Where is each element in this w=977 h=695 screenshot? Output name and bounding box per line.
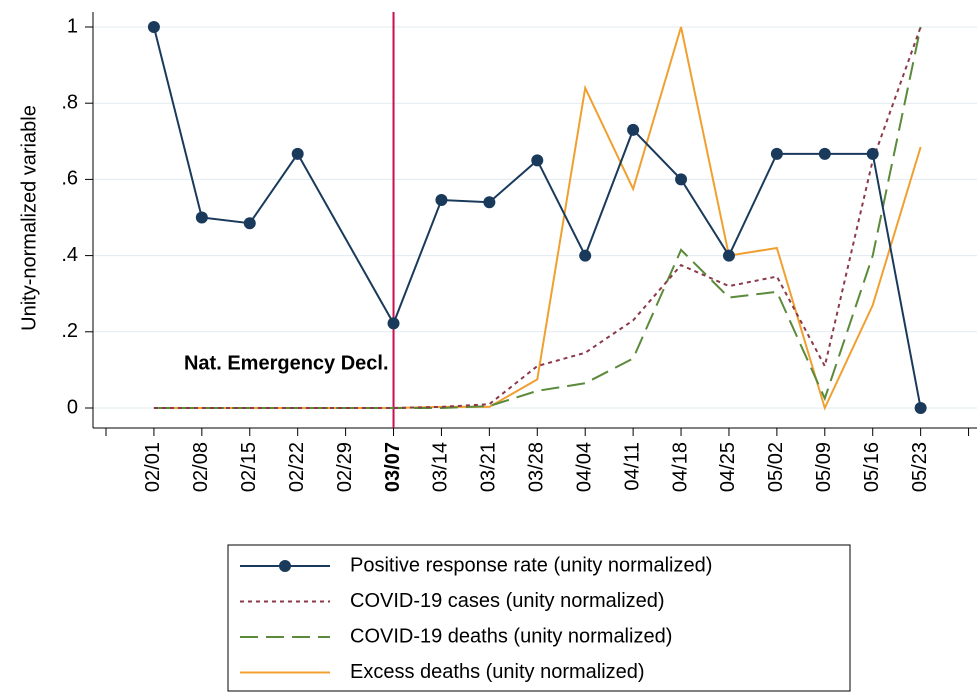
x-tick-label: 05/16 [861,442,883,492]
x-tick-label: 02/01 [142,442,164,492]
legend-label: COVID-19 cases (unity normalized) [350,590,665,612]
y-tick-label: .4 [61,244,78,266]
y-tick-label: 1 [67,15,78,37]
x-tick-label: 04/04 [573,442,595,492]
data-point [435,193,448,206]
series-line [153,26,922,411]
data-point [243,217,256,230]
x-tick-label: 03/14 [430,442,452,492]
data-point [914,402,927,414]
x-tick-label: 05/02 [765,442,787,492]
legend-box [227,544,851,692]
data-point [722,249,735,262]
series-line [153,26,922,409]
x-tick-label: 02/15 [238,442,260,492]
x-tick-label: 04/18 [669,442,691,492]
data-point [483,196,496,209]
data-point [387,317,400,330]
x-tick-label: 04/11 [621,442,643,491]
data-point [579,249,592,262]
x-tick-label: 02/22 [286,442,308,492]
data-point [531,154,544,167]
x-tick-label: 02/08 [190,442,212,492]
x-tick-label: 04/25 [717,442,739,492]
legend-marker [279,560,291,572]
y-axis-label: Unity-normalized variable [18,105,40,331]
legend-label: Positive response rate (unity normalized… [350,554,712,576]
data-point [675,173,688,186]
data-point [627,123,640,136]
x-tick-label: 03/21 [478,442,500,492]
x-tick-label: 05/09 [813,442,835,492]
y-tick-label: .6 [61,168,78,190]
x-tick-label: 05/23 [909,442,931,492]
data-point [770,147,783,160]
legend-label: Excess deaths (unity normalized) [350,661,645,683]
data-point [195,211,208,224]
y-tick-label: 0 [67,396,78,418]
data-point [818,147,831,160]
data-point [147,21,160,33]
x-tick-label: 03/28 [526,442,548,492]
legend-label: COVID-19 deaths (unity normalized) [350,625,672,647]
y-tick-label: .2 [61,320,78,342]
y-tick-label: .8 [61,91,78,113]
series-line [153,26,922,409]
annotation: Nat. Emergency Decl. [184,352,389,374]
data-point [866,147,879,160]
series-line [152,26,922,409]
x-tick-label: 03/07 [382,442,404,492]
data-point [291,147,304,160]
x-tick-label: 02/29 [334,442,356,492]
